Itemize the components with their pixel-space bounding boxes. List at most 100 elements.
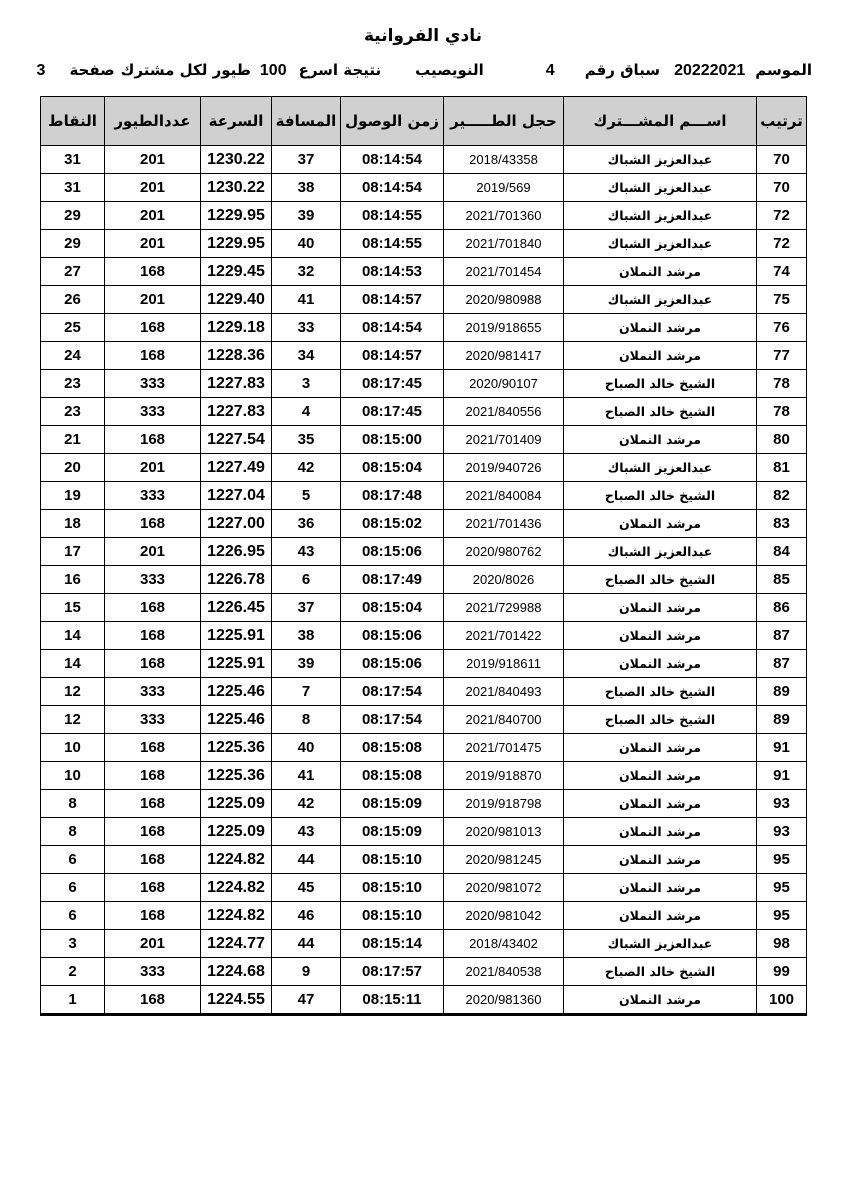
cell-speed: 1229.95 <box>200 201 272 230</box>
table-row: 82 الشيخ خالد الصباح 2021/840084 08:17:48 5 1… <box>40 481 807 510</box>
cell-rank: 89 <box>756 677 807 706</box>
cell-name: مرشد النملان <box>563 789 757 818</box>
season-label: الموسم <box>755 61 812 79</box>
cell-ring: 2021/701475 <box>443 733 564 762</box>
race-number-value: 4 <box>545 62 555 79</box>
table-row: 89 الشيخ خالد الصباح 2021/840700 08:17:54 8 1… <box>40 705 807 734</box>
cell-rank: 100 <box>756 985 807 1015</box>
cell-points: 23 <box>40 397 105 426</box>
cell-arrival-time: 08:15:06 <box>340 621 444 650</box>
cell-points: 12 <box>40 705 105 734</box>
table-row: 85 الشيخ خالد الصباح 2020/8026 08:17:49 6 122… <box>40 565 807 594</box>
cell-pigeon-count: 201 <box>104 453 201 482</box>
cell-speed: 1227.83 <box>200 397 272 426</box>
cell-distance: 3 <box>271 369 341 398</box>
cell-ring: 2021/701840 <box>443 229 564 258</box>
cell-rank: 91 <box>756 761 807 790</box>
cell-distance: 43 <box>271 817 341 846</box>
cell-distance: 33 <box>271 313 341 342</box>
table-row: 93 مرشد النملان 2019/918798 08:15:09 42 1225.… <box>40 789 807 818</box>
cell-speed: 1224.77 <box>200 929 272 958</box>
cell-ring: 2019/918611 <box>443 649 564 678</box>
cell-ring: 2019/940726 <box>443 453 564 482</box>
cell-points: 6 <box>40 873 105 902</box>
cell-speed: 1226.78 <box>200 565 272 594</box>
cell-points: 21 <box>40 425 105 454</box>
cell-name: مرشد النملان <box>563 257 757 286</box>
cell-arrival-time: 08:15:09 <box>340 789 444 818</box>
cell-distance: 6 <box>271 565 341 594</box>
cell-speed: 1227.00 <box>200 509 272 538</box>
cell-ring: 2021/701360 <box>443 201 564 230</box>
cell-points: 8 <box>40 789 105 818</box>
cell-speed: 1229.18 <box>200 313 272 342</box>
cell-points: 31 <box>40 145 105 174</box>
cell-pigeon-count: 201 <box>104 929 201 958</box>
cell-speed: 1225.46 <box>200 677 272 706</box>
cell-rank: 93 <box>756 817 807 846</box>
result-count-value: 100 <box>259 62 287 79</box>
cell-points: 10 <box>40 761 105 790</box>
cell-arrival-time: 08:17:45 <box>340 369 444 398</box>
cell-rank: 76 <box>756 313 807 342</box>
cell-pigeon-count: 201 <box>104 537 201 566</box>
cell-pigeon-count: 168 <box>104 649 201 678</box>
cell-pigeon-count: 168 <box>104 425 201 454</box>
cell-name: مرشد النملان <box>563 621 757 650</box>
cell-pigeon-count: 201 <box>104 201 201 230</box>
cell-pigeon-count: 168 <box>104 761 201 790</box>
cell-arrival-time: 08:17:48 <box>340 481 444 510</box>
cell-arrival-time: 08:15:08 <box>340 761 444 790</box>
cell-name: الشيخ خالد الصباح <box>563 397 757 426</box>
cell-name: عبدالعزيز الشباك <box>563 285 757 314</box>
cell-arrival-time: 08:14:54 <box>340 313 444 342</box>
cell-speed: 1225.46 <box>200 705 272 734</box>
cell-name: مرشد النملان <box>563 313 757 342</box>
cell-arrival-time: 08:17:54 <box>340 677 444 706</box>
cell-points: 29 <box>40 229 105 258</box>
cell-name: عبدالعزيز الشباك <box>563 229 757 258</box>
table-row: 87 مرشد النملان 2021/701422 08:15:06 38 1225.… <box>40 621 807 650</box>
cell-arrival-time: 08:15:02 <box>340 509 444 538</box>
cell-distance: 4 <box>271 397 341 426</box>
page-label: صفحة <box>69 61 115 79</box>
cell-ring: 2021/840538 <box>443 957 564 986</box>
cell-speed: 1225.91 <box>200 649 272 678</box>
table-row: 81 عبدالعزيز الشباك 2019/940726 08:15:04 42 1… <box>40 453 807 482</box>
cell-rank: 85 <box>756 565 807 594</box>
table-row: 84 عبدالعزيز الشباك 2020/980762 08:15:06 43 1… <box>40 537 807 566</box>
cell-points: 2 <box>40 957 105 986</box>
table-row: 99 الشيخ خالد الصباح 2021/840538 08:17:57 9 1… <box>40 957 807 986</box>
cell-ring: 2019/918655 <box>443 313 564 342</box>
cell-arrival-time: 08:15:09 <box>340 817 444 846</box>
cell-ring: 2020/981042 <box>443 901 564 930</box>
table-row: 80 مرشد النملان 2021/701409 08:15:00 35 1227.… <box>40 425 807 454</box>
cell-ring: 2020/981360 <box>443 985 564 1015</box>
cell-ring: 2018/43358 <box>443 145 564 174</box>
cell-name: مرشد النملان <box>563 845 757 874</box>
cell-points: 6 <box>40 845 105 874</box>
table-row: 100 مرشد النملان 2020/981360 08:15:11 47 1224… <box>40 985 807 1015</box>
table-row: 72 عبدالعزيز الشباك 2021/701360 08:14:55 39 1… <box>40 201 807 230</box>
cell-pigeon-count: 168 <box>104 733 201 762</box>
cell-rank: 70 <box>756 173 807 202</box>
cell-speed: 1224.82 <box>200 845 272 874</box>
cell-ring: 2021/840556 <box>443 397 564 426</box>
cell-points: 16 <box>40 565 105 594</box>
cell-name: الشيخ خالد الصباح <box>563 705 757 734</box>
cell-points: 15 <box>40 593 105 622</box>
cell-speed: 1224.68 <box>200 957 272 986</box>
cell-points: 14 <box>40 649 105 678</box>
cell-pigeon-count: 168 <box>104 901 201 930</box>
cell-speed: 1228.36 <box>200 341 272 370</box>
cell-speed: 1229.40 <box>200 285 272 314</box>
cell-speed: 1225.09 <box>200 789 272 818</box>
cell-name: مرشد النملان <box>563 341 757 370</box>
cell-distance: 39 <box>271 201 341 230</box>
race-info-line: الموسم 20222021 سباق رقم 4 النويصيب نتيج… <box>37 61 812 80</box>
table-row: 83 مرشد النملان 2021/701436 08:15:02 36 1227.… <box>40 509 807 538</box>
cell-points: 20 <box>40 453 105 482</box>
cell-rank: 80 <box>756 425 807 454</box>
race-location: النويصيب <box>415 61 484 79</box>
cell-arrival-time: 08:15:04 <box>340 593 444 622</box>
